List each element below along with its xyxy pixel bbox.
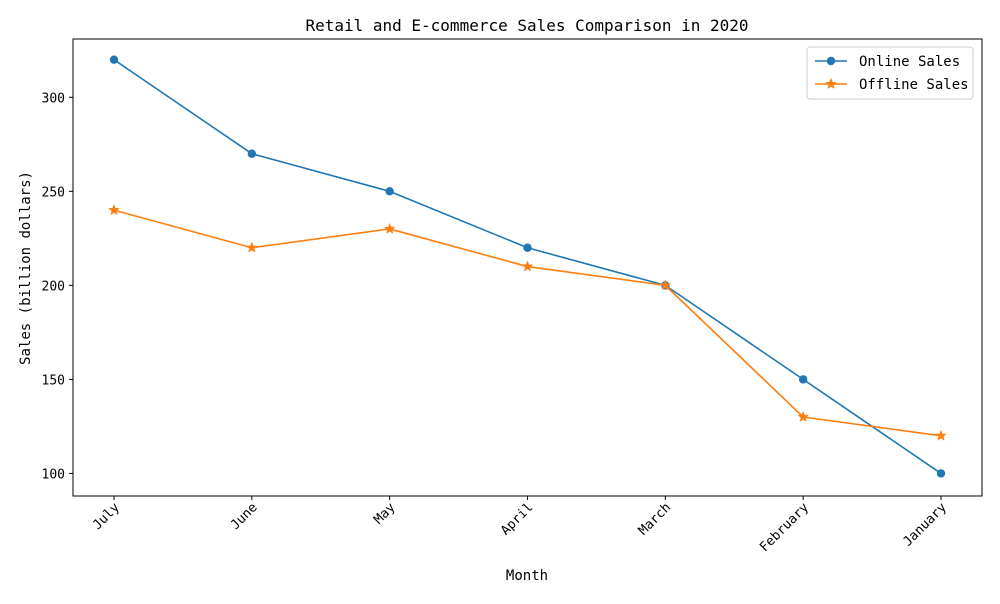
data-point [797,410,810,423]
chart-title: Retail and E-commerce Sales Comparison i… [305,16,748,35]
x-tick-label: July [90,500,123,533]
y-tick-label: 100 [42,467,65,482]
data-point [245,241,258,253]
data-point [936,469,946,478]
legend-label: Online Sales [859,54,960,70]
x-tick-label: February [757,500,812,555]
data-point [935,429,947,441]
x-tick-label: January [900,500,949,549]
x-tick-label: March [636,500,674,538]
data-point [523,243,532,252]
x-axis-label: Month [506,568,548,584]
series-offline-sales [108,203,947,441]
series-online-sales [109,55,946,478]
y-tick-label: 250 [42,185,65,200]
y-tick-label: 150 [42,373,65,388]
legend-entry: Offline Sales [815,77,969,93]
legend-box [806,46,974,100]
legend-marker [826,56,836,66]
data-point [247,149,257,158]
x-tick-label: May [371,500,398,527]
y-axis-ticks: 100 150 200 250 300 [42,91,73,482]
y-tick-label: 300 [42,91,65,106]
y-tick-label: 200 [42,279,65,294]
data-point [659,279,672,291]
legend-entry: Online Sales [815,54,960,70]
data-point [383,222,396,234]
data-point [109,55,119,64]
x-tick-label: April [498,500,536,538]
x-tick-label: June [228,500,261,533]
y-axis-label: Sales (billion dollars) [18,171,34,365]
legend-label: Offline Sales [859,77,969,93]
x-axis-ticks: July June May April March February January [90,496,950,555]
data-point [798,375,808,384]
data-point [108,203,120,216]
data-point [385,187,394,196]
series-layer [108,55,947,478]
legend: Online Sales Offline Sales [806,46,974,100]
legend-marker [825,77,837,90]
data-point [521,260,534,272]
